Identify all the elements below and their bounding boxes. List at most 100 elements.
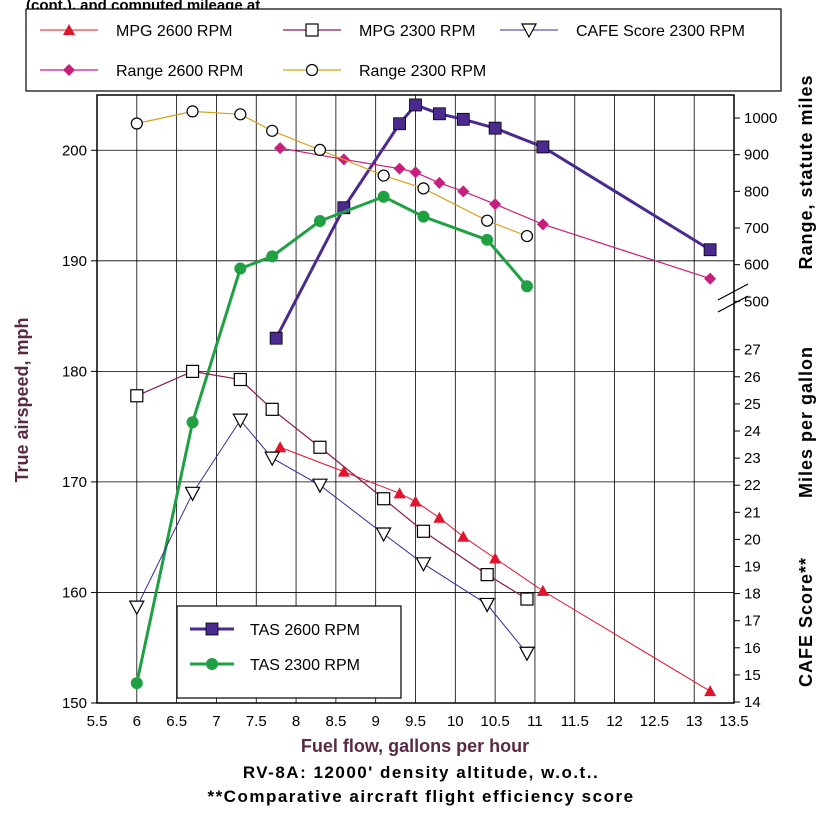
data-point-mpg-2600-rpm xyxy=(337,465,350,477)
data-point-mpg-2300-rpm xyxy=(233,372,247,387)
data-point-mpg-2300-rpm xyxy=(265,402,279,416)
mpg-tick-label: 21 xyxy=(744,504,761,521)
data-point-tas-2600-rpm xyxy=(269,331,283,345)
x-tick-label: 9 xyxy=(372,713,380,730)
data-point-cafe-score-2300-rpm xyxy=(375,527,392,543)
legend-label: CAFE Score 2300 RPM xyxy=(576,23,745,40)
x-tick-label: 10.5 xyxy=(481,713,510,730)
y-left-tick-labels: 150 160 170 180 190 200 xyxy=(62,142,97,712)
legend-label: MPG 2600 RPM xyxy=(116,23,232,40)
data-point-range-2300-rpm xyxy=(417,182,430,195)
caption-line-2: **Comparative aircraft flight efficiency… xyxy=(207,787,634,806)
x-tick-label: 11 xyxy=(527,713,543,730)
data-point-range-2600-rpm xyxy=(457,185,470,198)
data-point-range-2600-rpm xyxy=(704,272,717,285)
caption-line-1: RV-8A: 12000' density altitude, w.o.t.. xyxy=(243,763,599,782)
legend-label: TAS 2600 RPM xyxy=(250,622,360,639)
data-point-tas-2300-rpm xyxy=(417,210,430,223)
data-point-cafe-score-2300-rpm xyxy=(264,451,281,467)
y-left-tick-label: 150 xyxy=(62,695,87,712)
series-mpg-2600-rpm xyxy=(274,441,717,697)
data-point-mpg-2600-rpm xyxy=(409,495,422,507)
range-tick-labels: 500 600 700 800 900 1000 xyxy=(734,110,777,310)
mpg-tick-labels: 14 15 16 17 18 19 20 21 22 23 24 25 26 27 xyxy=(734,342,761,711)
x-tick-label: 8 xyxy=(292,713,300,730)
mpg-tick-label: 17 xyxy=(744,613,761,630)
series-line-mpg-2300-rpm xyxy=(136,370,528,600)
mpg-tick-label: 24 xyxy=(744,423,761,440)
legend-entry-cafe-score-2300-rpm: CAFE Score 2300 RPM xyxy=(500,23,745,40)
data-point-range-2600-rpm xyxy=(393,162,406,175)
legend-swatch-marker xyxy=(63,64,75,76)
legend-label: MPG 2300 RPM xyxy=(359,23,475,40)
data-point-range-2300-rpm xyxy=(234,108,247,121)
data-point-range-2300-rpm xyxy=(313,143,327,157)
range-tick-label: 1000 xyxy=(744,110,777,127)
x-tick-label: 10 xyxy=(447,713,464,730)
legend-swatch-marker xyxy=(63,24,75,35)
data-point-range-2300-rpm xyxy=(266,124,279,137)
data-point-mpg-2600-rpm xyxy=(489,552,502,564)
data-point-mpg-2300-rpm xyxy=(185,364,200,378)
inner-legend-box xyxy=(176,605,402,699)
series-layer xyxy=(128,98,717,697)
data-point-cafe-score-2300-rpm xyxy=(311,478,328,494)
data-point-tas-2300-rpm xyxy=(313,215,326,228)
data-point-tas-2300-rpm xyxy=(186,416,199,429)
data-point-tas-2600-rpm xyxy=(703,243,717,257)
top-legend: MPG 2600 RPM MPG 2300 RPM CAFE Score 2300 … xyxy=(25,8,782,92)
data-point-mpg-2300-rpm xyxy=(520,592,534,606)
data-point-range-2600-rpm xyxy=(536,218,549,231)
data-point-mpg-2600-rpm xyxy=(536,584,549,596)
mpg-tick-label: 23 xyxy=(744,450,761,467)
grid xyxy=(96,95,735,704)
data-point-cafe-score-2300-rpm xyxy=(232,413,249,429)
data-point-range-2600-rpm xyxy=(409,166,422,179)
y-left-tick-label: 180 xyxy=(62,363,87,380)
legend-swatch-marker xyxy=(206,658,218,670)
data-point-mpg-2600-rpm xyxy=(433,511,446,523)
series-range-2300-rpm xyxy=(130,105,534,243)
y-axis-label-cafe: CAFE Score** xyxy=(796,557,816,687)
range-tick-label: 600 xyxy=(744,257,769,274)
y-axis-label-left: True airspeed, mph xyxy=(12,317,32,482)
data-point-tas-2600-rpm xyxy=(409,98,422,112)
data-point-range-2600-rpm xyxy=(433,176,446,189)
top-legend-entries: MPG 2600 RPM MPG 2300 RPM CAFE Score 2300 … xyxy=(40,23,745,80)
inner-legend-entries: TAS 2600 RPM TAS 2300 RPM xyxy=(190,622,360,674)
data-point-cafe-score-2300-rpm xyxy=(184,486,201,502)
legend-swatch-marker xyxy=(305,23,319,37)
data-point-tas-2300-rpm xyxy=(234,262,247,275)
mpg-tick-label: 22 xyxy=(744,477,761,494)
data-point-tas-2300-rpm xyxy=(377,190,390,203)
x-tick-label: 5.5 xyxy=(87,713,108,730)
data-point-cafe-score-2300-rpm xyxy=(128,600,145,616)
x-tick-label: 13 xyxy=(686,713,703,730)
x-tick-label: 13.5 xyxy=(719,713,748,730)
legend-entry-tas-2300-rpm: TAS 2300 RPM xyxy=(190,657,360,674)
range-tick-label: 700 xyxy=(744,220,769,237)
mpg-tick-label: 15 xyxy=(744,667,761,684)
legend-swatch-marker xyxy=(305,63,319,77)
x-tick-label: 8.5 xyxy=(325,713,346,730)
data-point-mpg-2600-rpm xyxy=(457,530,470,542)
data-point-tas-2300-rpm xyxy=(130,677,143,690)
plot-frame xyxy=(96,94,735,704)
x-tick-label: 9.5 xyxy=(405,713,426,730)
x-tick-label: 7.5 xyxy=(246,713,267,730)
data-point-tas-2600-rpm xyxy=(488,121,502,135)
data-point-tas-2600-rpm xyxy=(536,140,550,154)
data-point-tas-2300-rpm xyxy=(266,250,279,263)
legend-label: Range 2600 RPM xyxy=(116,63,243,80)
y-left-tick-label: 200 xyxy=(62,142,87,159)
x-tick-label: 11.5 xyxy=(561,713,589,730)
data-point-mpg-2300-rpm xyxy=(377,492,391,506)
range-tick-label: 900 xyxy=(744,147,769,164)
y-left-tick-label: 170 xyxy=(62,474,87,491)
data-point-range-2300-rpm xyxy=(377,169,390,182)
data-point-tas-2300-rpm xyxy=(481,233,494,246)
inner-legend: TAS 2600 RPM TAS 2300 RPM xyxy=(176,605,402,699)
data-point-cafe-score-2300-rpm xyxy=(518,646,535,662)
mpg-tick-label: 19 xyxy=(744,559,761,576)
data-point-range-2300-rpm xyxy=(520,229,534,243)
